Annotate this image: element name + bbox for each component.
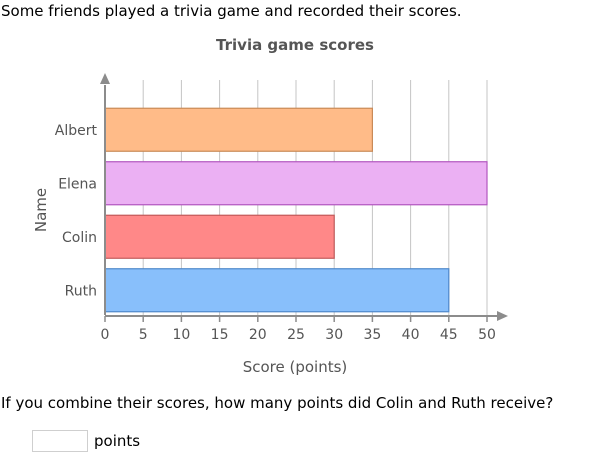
x-tick-label: 25 [287, 327, 305, 343]
x-tick-label: 20 [249, 327, 267, 343]
chart-svg: Trivia game scores 0 5 10 15 20 25 30 35 40 45 50 … [32, 36, 508, 376]
bar-colin [104, 214, 335, 259]
category-label-elena: Elena [58, 176, 97, 192]
x-axis-label: Score (points) [243, 358, 348, 376]
problem-prompt: Some friends played a trivia game and re… [1, 2, 462, 20]
bar-chart: Trivia game scores 0 5 10 15 20 25 30 35 40 45 50 … [0, 30, 599, 380]
chart-title: Trivia game scores [216, 36, 374, 54]
category-labels: Albert Elena Colin Ruth [55, 123, 98, 300]
y-axis-arrow [100, 73, 110, 84]
x-tick-label: 30 [325, 327, 343, 343]
bars [104, 107, 488, 313]
x-tick-label: 5 [139, 327, 148, 343]
category-label-albert: Albert [55, 123, 98, 139]
x-tick-label: 35 [363, 327, 381, 343]
tick-labels: 0 5 10 15 20 25 30 35 40 45 50 [101, 327, 496, 343]
answer-input[interactable] [32, 430, 88, 452]
y-axis-label: Name [32, 188, 50, 232]
x-tick-label: 0 [101, 327, 110, 343]
axes [100, 73, 508, 322]
x-axis-arrow [497, 311, 508, 321]
x-tick-label: 15 [211, 327, 229, 343]
x-tick-label: 40 [402, 327, 420, 343]
answer-row: points [32, 429, 140, 453]
category-label-ruth: Ruth [65, 283, 97, 299]
x-tick-label: 45 [440, 327, 458, 343]
bar-ruth [104, 268, 450, 313]
bar-elena [104, 161, 488, 206]
answer-unit-label: points [94, 432, 141, 450]
x-tick-label: 10 [172, 327, 190, 343]
category-label-colin: Colin [62, 230, 97, 246]
x-tick-label: 50 [478, 327, 496, 343]
bar-albert [104, 107, 373, 152]
question-text: If you combine their scores, how many po… [1, 394, 554, 412]
